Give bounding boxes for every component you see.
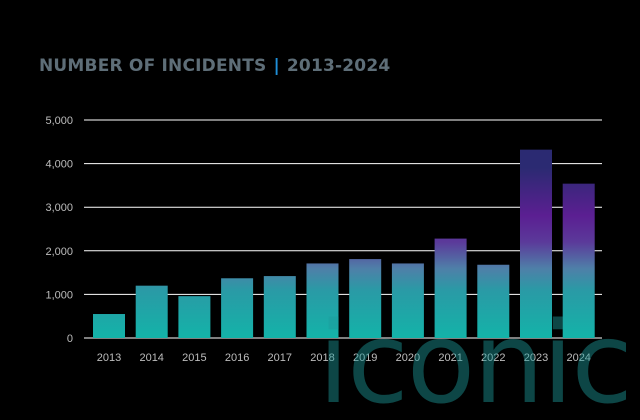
x-tick-label-2018: 2018 xyxy=(310,352,334,364)
bar-2019 xyxy=(349,259,382,338)
bar-2021 xyxy=(434,238,467,338)
x-tick-label-2023: 2023 xyxy=(524,352,548,364)
x-tick-label-2016: 2016 xyxy=(225,352,249,364)
x-axis-ticks: 2013 2014 2015 2016 2017 2018 2019 2020 2021 2022… xyxy=(97,352,591,364)
bar-2018 xyxy=(306,263,339,338)
bar-2020 xyxy=(391,263,424,338)
y-tick-label: 2,000 xyxy=(45,246,73,258)
y-tick-label: 0 xyxy=(67,333,73,345)
y-tick-label: 1,000 xyxy=(45,289,73,301)
x-tick-label-2015: 2015 xyxy=(182,352,206,364)
watermark-text: iconic xyxy=(318,299,631,420)
chart-title-main: NUMBER OF INCIDENTS xyxy=(39,56,267,76)
bar-2024 xyxy=(562,183,595,338)
y-axis-ticks: 0 1,000 2,000 3,000 4,000 5,000 xyxy=(45,115,73,345)
x-tick-label-2021: 2021 xyxy=(438,352,462,364)
bar-2016 xyxy=(221,278,254,338)
x-tick-label-2022: 2022 xyxy=(481,352,505,364)
chart-title: NUMBER OF INCIDENTS | 2013-2024 xyxy=(39,56,390,76)
bars xyxy=(93,149,595,338)
grid-lines xyxy=(84,119,602,339)
bar-2023 xyxy=(520,149,552,338)
bar-2014 xyxy=(135,285,168,338)
x-tick-label-2014: 2014 xyxy=(139,352,163,364)
y-tick-label: 5,000 xyxy=(45,115,73,127)
y-tick-label: 4,000 xyxy=(45,159,73,171)
x-tick-label-2013: 2013 xyxy=(97,352,121,364)
x-tick-label-2020: 2020 xyxy=(396,352,420,364)
x-tick-label-2019: 2019 xyxy=(353,352,377,364)
bar-2017 xyxy=(263,276,296,338)
watermark-logo: iconic xyxy=(318,299,633,420)
title-separator: | xyxy=(273,56,280,76)
bar-2015 xyxy=(178,296,211,338)
chart-subtitle: 2013-2024 xyxy=(286,56,391,76)
x-tick-label-2017: 2017 xyxy=(268,352,292,364)
bar-2013 xyxy=(93,314,125,338)
y-tick-label: 3,000 xyxy=(45,202,73,214)
bar-2022 xyxy=(477,264,510,338)
x-tick-label-2024: 2024 xyxy=(566,352,590,364)
